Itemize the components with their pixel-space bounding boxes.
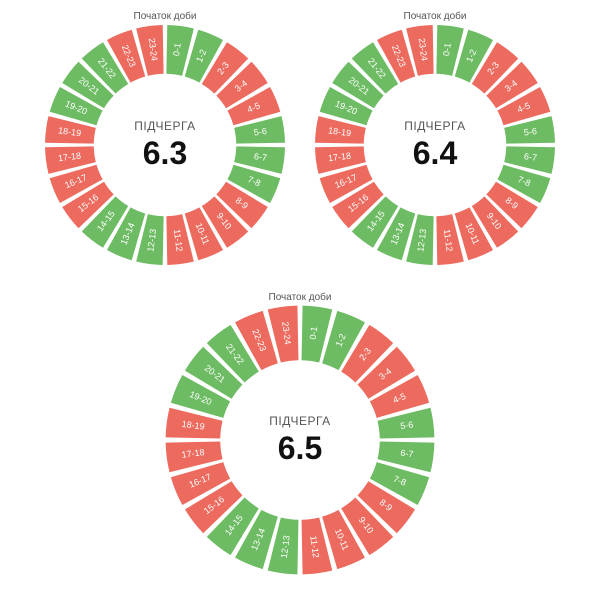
donut-svg: 0-11-22-33-44-55-66-77-88-99-1010-1111-1…: [160, 300, 440, 580]
segment-label-5: 5-6: [523, 126, 537, 138]
segment-label-6: 6-7: [400, 448, 414, 460]
segment-label-0: 0-1: [171, 42, 183, 56]
segment-label-6: 6-7: [523, 151, 537, 163]
charts-grid: Початок доби0-11-22-33-44-55-66-77-88-99…: [0, 0, 600, 600]
segment-label-6: 6-7: [253, 151, 267, 163]
segment-label-5: 5-6: [253, 126, 267, 138]
segment-label-0: 0-1: [441, 42, 453, 56]
top-label: Початок доби: [269, 292, 332, 303]
top-label: Початок доби: [134, 11, 197, 22]
segment-label-0: 0-1: [308, 326, 320, 340]
segment-label-5: 5-6: [400, 420, 414, 432]
donut-svg: 0-11-22-33-44-55-66-77-88-99-1010-1111-1…: [310, 20, 560, 270]
top-label: Початок доби: [404, 11, 467, 22]
donut-svg: 0-11-22-33-44-55-66-77-88-99-1010-1111-1…: [40, 20, 290, 270]
donut-chart-c1: Початок доби0-11-22-33-44-55-66-77-88-99…: [40, 20, 290, 270]
donut-chart-c2: Початок доби0-11-22-33-44-55-66-77-88-99…: [310, 20, 560, 270]
donut-chart-c3: Початок доби0-11-22-33-44-55-66-77-88-99…: [160, 300, 440, 580]
